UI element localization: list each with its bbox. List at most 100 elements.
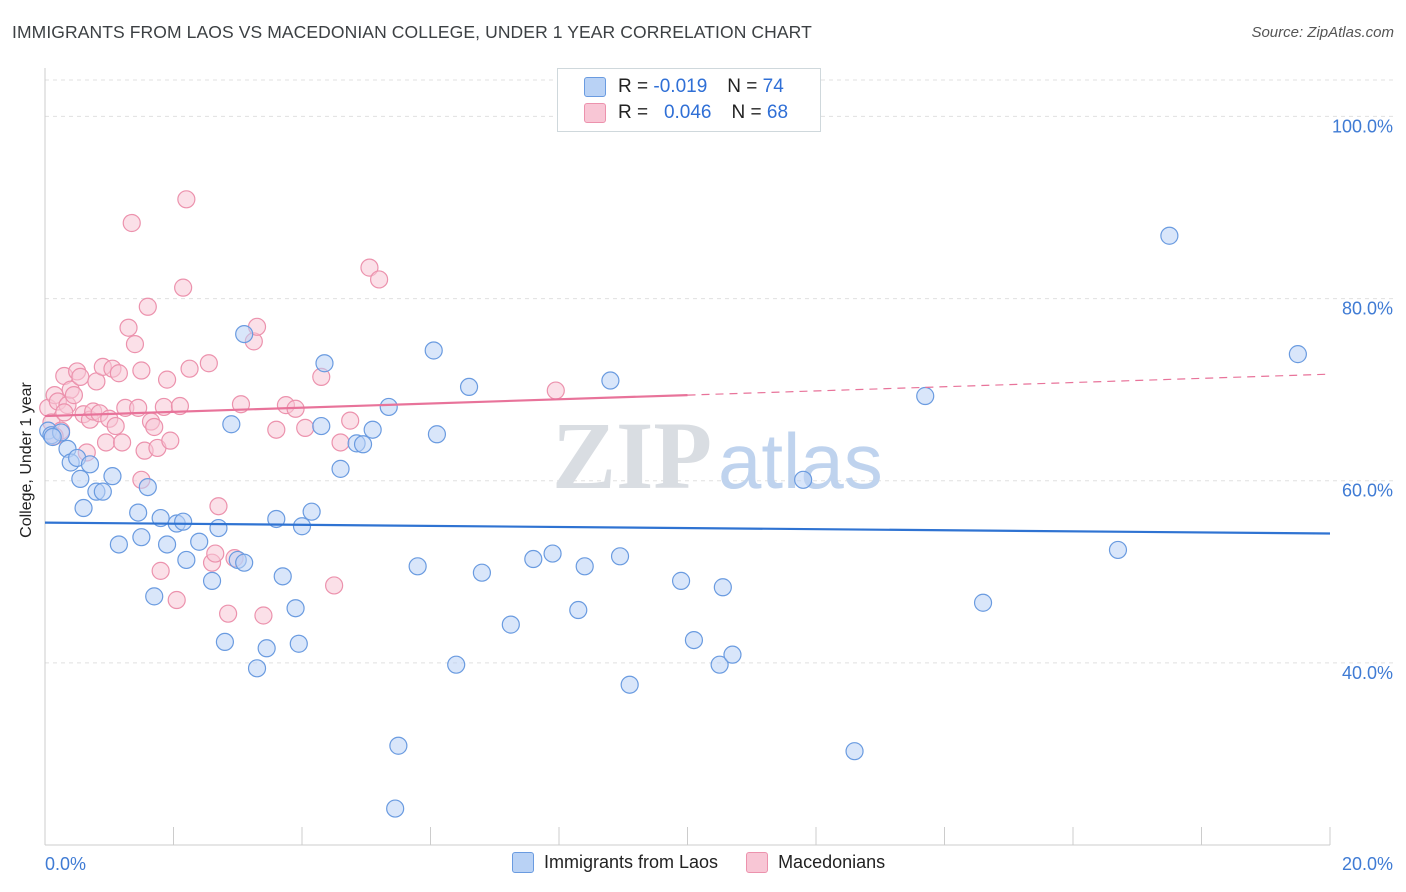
legend-swatch-pink: [584, 103, 606, 123]
point-laos: [151, 508, 170, 528]
point-macedonians: [122, 213, 141, 233]
point-laos: [620, 675, 639, 694]
point-laos: [386, 799, 405, 818]
point-macedonians: [161, 431, 180, 450]
point-laos: [292, 517, 312, 536]
legend-r-label: R =: [618, 102, 649, 123]
point-macedonians: [219, 604, 238, 623]
trend-line-macedonians: [44, 394, 688, 418]
point-laos: [353, 435, 373, 454]
series-legend: Immigrants from Laos Macedonians: [512, 852, 913, 873]
point-laos: [145, 587, 164, 606]
point-macedonians: [138, 297, 157, 316]
point-macedonians: [64, 386, 84, 405]
point-macedonians: [174, 278, 193, 297]
watermark-atlas: atlas: [718, 417, 883, 505]
point-laos: [222, 415, 241, 434]
point-macedonians: [360, 258, 379, 277]
point-laos: [1108, 540, 1128, 560]
trend-line-laos: [44, 521, 1331, 535]
y-tick-label: 100.0%: [1332, 116, 1393, 136]
y-tick-label: 60.0%: [1342, 481, 1393, 501]
point-macedonians: [199, 354, 218, 373]
point-laos: [916, 386, 935, 406]
point-laos: [427, 425, 447, 444]
point-laos: [247, 659, 267, 678]
point-laos: [569, 600, 588, 620]
point-laos: [132, 528, 151, 547]
y-tick-label: 80.0%: [1342, 299, 1393, 319]
point-macedonians: [157, 370, 177, 389]
point-laos: [235, 553, 254, 572]
legend-item-macedonians: Macedonians: [746, 852, 885, 873]
watermark-zip: ZIP: [552, 402, 712, 509]
point-laos: [289, 634, 308, 653]
point-macedonians: [106, 416, 125, 436]
legend-swatch-blue: [584, 77, 606, 97]
point-macedonians: [151, 561, 170, 580]
point-laos: [209, 518, 228, 538]
point-macedonians: [170, 396, 190, 416]
point-laos: [93, 482, 112, 501]
point-laos: [315, 354, 334, 373]
legend-label-macedonians: Macedonians: [778, 852, 886, 872]
point-macedonians: [71, 367, 90, 386]
y-axis-label: College, Under 1 year: [18, 382, 35, 538]
trend-lines: [44, 373, 1331, 535]
point-laos: [80, 455, 100, 474]
point-laos: [472, 563, 491, 582]
point-laos: [331, 459, 350, 478]
legend-row-laos: R = -0.019 N = 74: [584, 75, 784, 99]
point-macedonians: [546, 381, 565, 400]
point-macedonians: [180, 359, 199, 378]
legend-label-laos: Immigrants from Laos: [544, 852, 719, 872]
point-laos: [575, 557, 594, 576]
point-laos: [723, 645, 742, 664]
point-laos: [710, 655, 729, 674]
point-laos: [286, 599, 305, 618]
point-laos: [312, 416, 331, 436]
point-macedonians: [370, 270, 389, 289]
legend-row-macedonians: R = 0.046 N = 68: [584, 101, 788, 125]
point-macedonians: [55, 403, 74, 422]
point-laos: [74, 498, 93, 518]
point-macedonians: [341, 411, 360, 430]
point-laos: [235, 324, 254, 344]
point-laos: [973, 593, 993, 612]
point-laos: [177, 550, 196, 570]
point-laos: [713, 578, 732, 597]
point-laos: [71, 469, 90, 488]
y-tick-label: 40.0%: [1342, 663, 1393, 683]
point-macedonians: [125, 335, 145, 354]
legend-n-label: N =: [727, 76, 758, 97]
point-laos: [1160, 226, 1179, 245]
point-laos: [174, 512, 193, 531]
point-laos: [408, 557, 427, 576]
point-laos: [389, 736, 408, 755]
point-macedonians: [96, 433, 116, 452]
point-laos: [103, 467, 122, 486]
point-laos: [129, 503, 148, 522]
point-macedonians: [119, 318, 138, 337]
point-laos: [257, 639, 276, 658]
point-macedonians: [132, 361, 151, 380]
point-laos: [794, 470, 813, 489]
point-laos: [302, 502, 321, 521]
legend-r-value: 0.046: [663, 102, 712, 123]
legend-n-value: 68: [766, 102, 789, 123]
point-laos: [501, 615, 520, 634]
point-laos: [43, 427, 62, 447]
point-laos: [447, 655, 466, 674]
legend-swatch-pink: [746, 852, 769, 873]
legend-item-laos: Immigrants from Laos: [512, 852, 718, 873]
gridlines: [45, 79, 1393, 664]
point-laos: [202, 571, 222, 590]
point-laos: [424, 341, 443, 360]
point-laos: [459, 377, 479, 397]
point-macedonians: [112, 433, 132, 452]
point-laos: [1288, 345, 1307, 364]
point-macedonians: [167, 590, 186, 610]
legend-r-label: R =: [618, 76, 649, 97]
point-macedonians: [209, 497, 228, 516]
